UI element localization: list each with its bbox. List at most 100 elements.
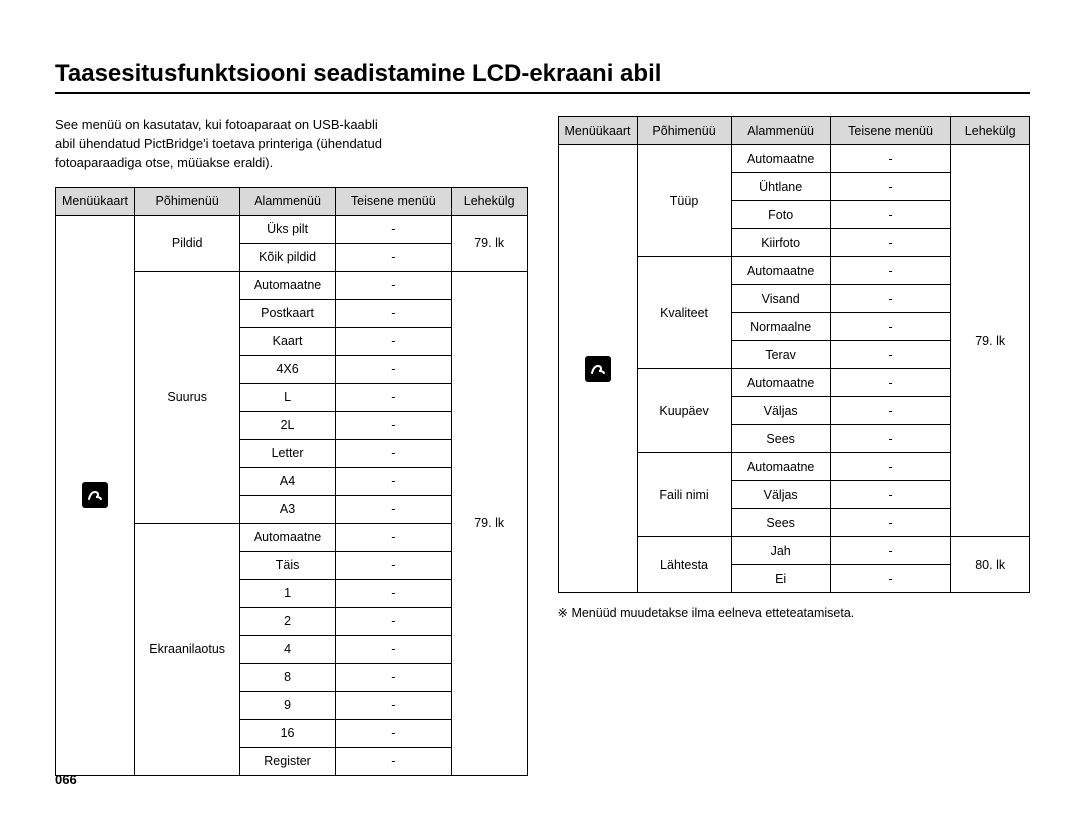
sub-cell: Täis xyxy=(240,551,335,579)
sub-cell: Postkaart xyxy=(240,299,335,327)
col-page: Lehekülg xyxy=(451,187,527,215)
sub-cell: 9 xyxy=(240,691,335,719)
sec-cell: - xyxy=(830,173,951,201)
main-cell: Suurus xyxy=(135,271,240,523)
sec-cell: - xyxy=(830,229,951,257)
sec-cell: - xyxy=(335,663,451,691)
sub-cell: Kaart xyxy=(240,327,335,355)
sub-cell: Väljas xyxy=(731,397,830,425)
sec-cell: - xyxy=(335,411,451,439)
sub-cell: A4 xyxy=(240,467,335,495)
sec-cell: - xyxy=(830,369,951,397)
sec-cell: - xyxy=(335,215,451,243)
sub-cell: Visand xyxy=(731,285,830,313)
sub-cell: Automaatne xyxy=(240,523,335,551)
sub-cell: 16 xyxy=(240,719,335,747)
page-cell: 79. lk xyxy=(451,215,527,271)
printer-icon xyxy=(82,482,108,508)
main-cell: Ekraanilaotus xyxy=(135,523,240,775)
content-area: See menüü on kasutatav, kui fotoaparaat … xyxy=(55,116,1030,776)
sec-cell: - xyxy=(335,467,451,495)
sub-cell: 2L xyxy=(240,411,335,439)
sec-cell: - xyxy=(335,355,451,383)
col-sec: Teisene menüü xyxy=(335,187,451,215)
col-main: Põhimenüü xyxy=(135,187,240,215)
page-cell: 79. lk xyxy=(951,145,1030,537)
sec-cell: - xyxy=(335,747,451,775)
sec-cell: - xyxy=(335,579,451,607)
col-menucard: Menüükaart xyxy=(56,187,135,215)
sec-cell: - xyxy=(335,523,451,551)
menucard-cell xyxy=(56,215,135,775)
sec-cell: - xyxy=(335,439,451,467)
sec-cell: - xyxy=(335,635,451,663)
sub-cell: 4 xyxy=(240,635,335,663)
sub-cell: L xyxy=(240,383,335,411)
sec-cell: - xyxy=(335,691,451,719)
page-cell: 79. lk xyxy=(451,271,527,775)
sub-cell: Kiirfoto xyxy=(731,229,830,257)
sec-cell: - xyxy=(335,271,451,299)
right-table: Menüükaart Põhimenüü Alammenüü Teisene m… xyxy=(558,116,1031,593)
sec-cell: - xyxy=(830,453,951,481)
printer-icon xyxy=(585,356,611,382)
sec-cell: - xyxy=(335,299,451,327)
sub-cell: Automaatne xyxy=(731,145,830,173)
col-sec: Teisene menüü xyxy=(830,117,951,145)
sec-cell: - xyxy=(335,383,451,411)
sub-cell: Ühtlane xyxy=(731,173,830,201)
sec-cell: - xyxy=(830,201,951,229)
main-cell: Kvaliteet xyxy=(637,257,731,369)
sub-cell: Terav xyxy=(731,341,830,369)
right-column: Menüükaart Põhimenüü Alammenüü Teisene m… xyxy=(558,116,1031,776)
main-cell: Pildid xyxy=(135,215,240,271)
intro-text: See menüü on kasutatav, kui fotoaparaat … xyxy=(55,116,528,173)
sec-cell: - xyxy=(335,327,451,355)
sub-cell: Väljas xyxy=(731,481,830,509)
sub-cell: 8 xyxy=(240,663,335,691)
col-sub: Alammenüü xyxy=(240,187,335,215)
sec-cell: - xyxy=(830,509,951,537)
col-sub: Alammenüü xyxy=(731,117,830,145)
sec-cell: - xyxy=(335,243,451,271)
sub-cell: Üks pilt xyxy=(240,215,335,243)
sub-cell: Normaalne xyxy=(731,313,830,341)
intro-line: fotoaparaadiga otse, müüakse eraldi). xyxy=(55,155,273,170)
sec-cell: - xyxy=(335,719,451,747)
sec-cell: - xyxy=(830,537,951,565)
table-header-row: Menüükaart Põhimenüü Alammenüü Teisene m… xyxy=(56,187,528,215)
sec-cell: - xyxy=(335,495,451,523)
sub-cell: A3 xyxy=(240,495,335,523)
sub-cell: 2 xyxy=(240,607,335,635)
sec-cell: - xyxy=(830,313,951,341)
page-title: Taasesitusfunktsiooni seadistamine LCD-e… xyxy=(55,60,1030,94)
sub-cell: Ei xyxy=(731,565,830,593)
sec-cell: - xyxy=(335,551,451,579)
sub-cell: Sees xyxy=(731,425,830,453)
sec-cell: - xyxy=(830,397,951,425)
table-row: Pildid Üks pilt - 79. lk xyxy=(56,215,528,243)
sub-cell: Automaatne xyxy=(731,369,830,397)
intro-line: abil ühendatud PictBridge'i toetava prin… xyxy=(55,136,382,151)
sub-cell: Sees xyxy=(731,509,830,537)
sub-cell: Foto xyxy=(731,201,830,229)
intro-line: See menüü on kasutatav, kui fotoaparaat … xyxy=(55,117,378,132)
sec-cell: - xyxy=(830,145,951,173)
table-header-row: Menüükaart Põhimenüü Alammenüü Teisene m… xyxy=(558,117,1030,145)
main-cell: Lähtesta xyxy=(637,537,731,593)
sec-cell: - xyxy=(830,341,951,369)
table-row: Tüüp Automaatne - 79. lk xyxy=(558,145,1030,173)
col-menucard: Menüükaart xyxy=(558,117,637,145)
sub-cell: Jah xyxy=(731,537,830,565)
page-cell: 80. lk xyxy=(951,537,1030,593)
sub-cell: Letter xyxy=(240,439,335,467)
sec-cell: - xyxy=(830,285,951,313)
main-cell: Kuupäev xyxy=(637,369,731,453)
left-table: Menüükaart Põhimenüü Alammenüü Teisene m… xyxy=(55,187,528,776)
sub-cell: 4X6 xyxy=(240,355,335,383)
sub-cell: Automaatne xyxy=(731,453,830,481)
sec-cell: - xyxy=(830,481,951,509)
sub-cell: Register xyxy=(240,747,335,775)
sub-cell: 1 xyxy=(240,579,335,607)
page-number: 066 xyxy=(55,772,77,787)
